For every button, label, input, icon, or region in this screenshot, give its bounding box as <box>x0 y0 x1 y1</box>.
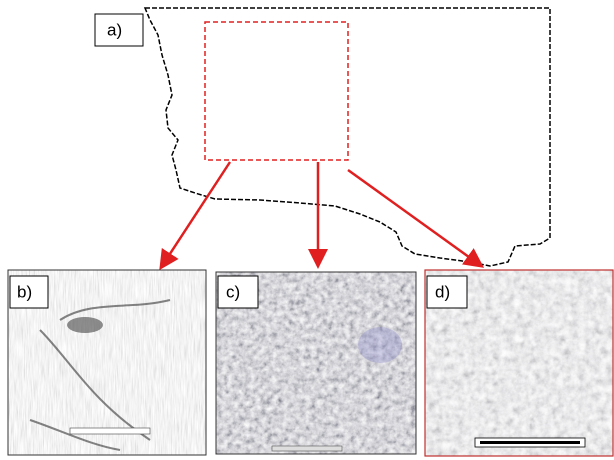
panel-label: c) <box>226 282 240 301</box>
label-box: a) <box>95 14 143 46</box>
panel-label: a) <box>107 20 122 39</box>
image-panel: c) <box>216 272 416 454</box>
panel-label: d) <box>435 282 450 301</box>
image-panel: d) <box>425 270 613 456</box>
panel-label: b) <box>17 282 32 301</box>
page: a) b) c) d) (() => { const data = JSON.p… <box>0 0 614 460</box>
arrow <box>348 170 480 265</box>
image-panel: b) <box>8 270 206 455</box>
zoom-box <box>205 22 348 160</box>
figure: a) b) c) d) <box>0 0 614 460</box>
arrow <box>162 162 230 266</box>
